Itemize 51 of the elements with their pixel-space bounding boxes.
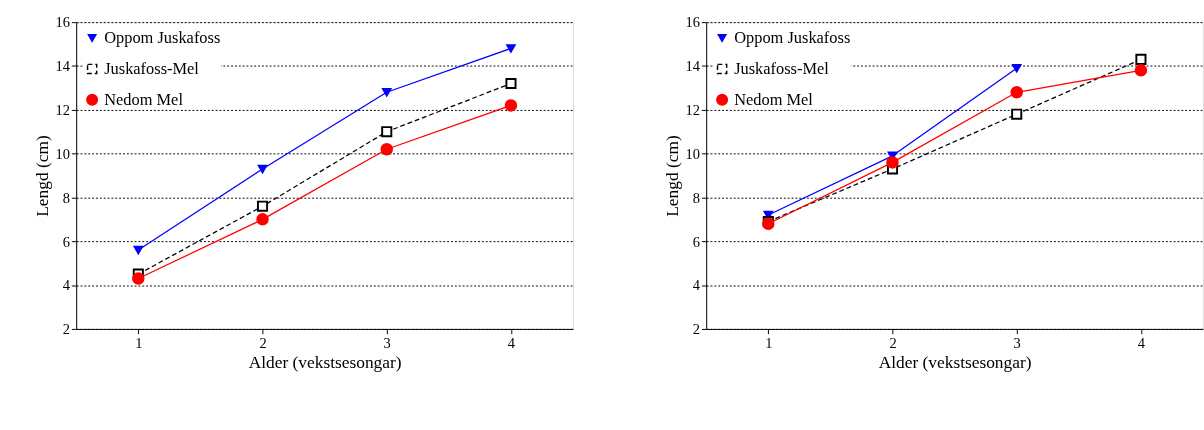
point [504, 99, 518, 112]
legend-label: Juskafoss-Mel [734, 58, 830, 78]
point [380, 143, 393, 156]
legend-label: Juskafoss-Mel [104, 58, 200, 78]
point [886, 156, 899, 169]
point [381, 126, 393, 138]
x-tick-label: 4 [1137, 334, 1146, 351]
y-tick-label: 12 [55, 102, 70, 119]
point [132, 272, 145, 285]
x-tick-label: 4 [507, 334, 516, 351]
y-axis-title: Lengd (cm) [662, 135, 682, 217]
x-axis-title: Alder (vekstsesongar) [878, 353, 1032, 373]
x-tick-label: 3 [1013, 334, 1021, 351]
y-tick-label: 2 [692, 321, 700, 338]
point [256, 200, 269, 212]
x-tick-label: 2 [259, 334, 267, 351]
y-tick-label: 4 [62, 277, 71, 294]
point [1012, 63, 1022, 73]
point [1010, 86, 1023, 99]
point [1134, 64, 1148, 77]
y-tick-label: 8 [62, 189, 70, 206]
y-tick-label: 6 [692, 233, 700, 250]
y-tick-label: 16 [55, 14, 70, 31]
x-tick-label: 3 [383, 334, 391, 351]
x-axis-title: Alder (vekstsesongar) [248, 353, 402, 373]
y-tick-label: 2 [62, 321, 70, 338]
x-tick-label: 1 [135, 334, 143, 351]
y-tick-label: 4 [692, 277, 701, 294]
point [256, 213, 269, 226]
point [257, 164, 268, 174]
y-tick-label: 10 [685, 145, 700, 162]
legend-label: Oppom Juskafoss [104, 27, 221, 47]
x-tick-label: 1 [765, 334, 773, 351]
point [505, 77, 517, 90]
y-axis-title: Lengd (cm) [32, 135, 52, 217]
legend-label: Nedom Mel [734, 89, 814, 109]
y-tick-label: 6 [62, 233, 70, 250]
point [506, 44, 516, 53]
y-tick-label: 14 [685, 58, 701, 75]
y-tick-label: 10 [55, 145, 70, 162]
point [1135, 53, 1147, 65]
point [1011, 108, 1023, 120]
y-tick-label: 12 [685, 102, 700, 119]
point [382, 88, 392, 97]
y-tick-label: 8 [692, 189, 700, 206]
legend-label: Oppom Juskafoss [734, 27, 851, 47]
x-tick-label: 2 [889, 334, 897, 351]
legend-label: Nedom Mel [104, 89, 184, 109]
y-tick-label: 14 [55, 58, 71, 75]
point [133, 245, 144, 255]
y-tick-label: 16 [685, 14, 700, 31]
